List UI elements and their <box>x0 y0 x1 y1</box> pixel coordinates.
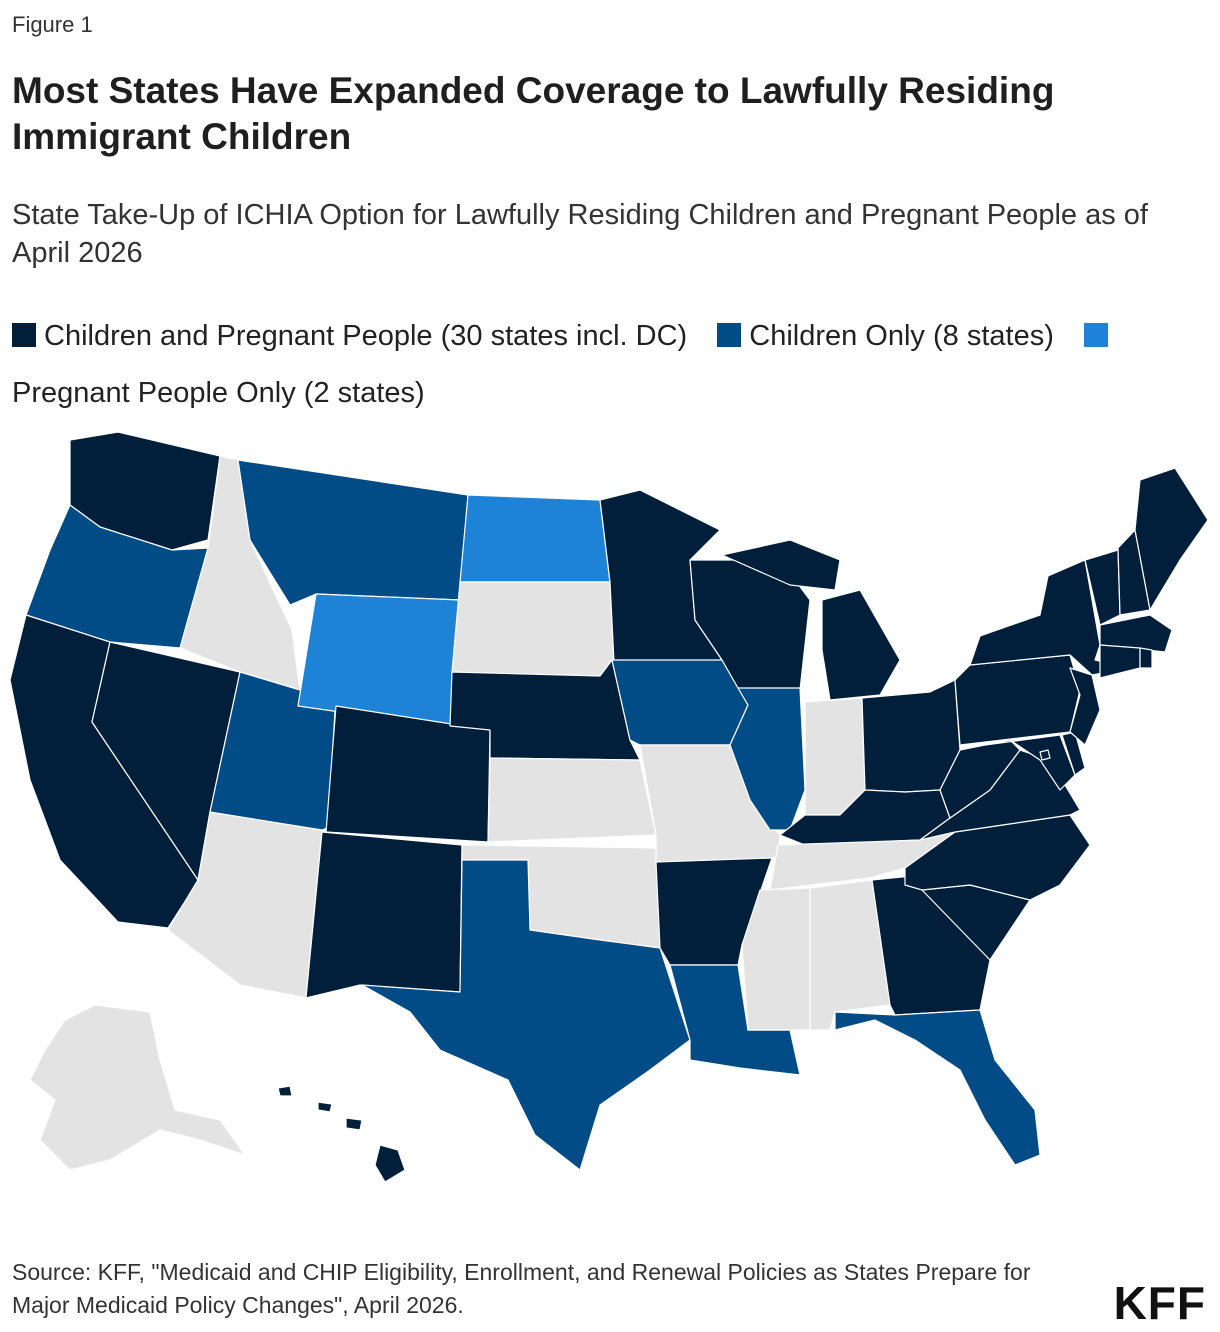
state-hi[interactable] <box>277 1085 406 1183</box>
us-state-map <box>9 431 1209 1183</box>
state-fl[interactable] <box>834 1009 1041 1166</box>
legend-item-pregnant: Pregnant People Only (2 states) <box>12 320 1116 409</box>
legend-swatch-both <box>12 323 36 347</box>
chart-title: Most States Have Expanded Coverage to La… <box>12 70 1055 157</box>
state-mt[interactable] <box>237 459 469 606</box>
state-ia[interactable] <box>611 659 749 746</box>
state-nd[interactable] <box>459 494 611 583</box>
state-la[interactable] <box>669 964 801 1076</box>
legend-label-pregnant: Pregnant People Only (2 states) <box>12 377 425 409</box>
state-md[interactable] <box>984 734 1076 791</box>
chart-subtitle: State Take-Up of ICHIA Option for Lawful… <box>12 199 1148 269</box>
state-mi[interactable] <box>721 539 901 701</box>
state-tx[interactable] <box>361 859 691 1171</box>
state-ks[interactable] <box>487 757 657 843</box>
legend-swatch-pregnant <box>1083 323 1108 347</box>
legend-swatch-children <box>717 323 742 347</box>
legend-label-children: Children Only (8 states) <box>749 320 1054 352</box>
source-note: Source: KFF, "Medicaid and CHIP Eligibil… <box>12 1259 1031 1318</box>
state-dc[interactable] <box>1039 749 1051 761</box>
state-ak[interactable] <box>29 1004 246 1171</box>
legend-label-both: Children and Pregnant People (30 states … <box>44 320 688 352</box>
legend-item-children: Children Only (8 states) <box>717 320 1054 352</box>
kff-logo: KFF <box>1113 1277 1206 1329</box>
figure-number: Figure 1 <box>12 12 93 37</box>
state-il[interactable] <box>729 687 806 831</box>
state-wv[interactable] <box>939 739 1021 819</box>
state-nm[interactable] <box>305 831 463 999</box>
state-pa[interactable] <box>954 654 1081 746</box>
legend-item-both: Children and Pregnant People (30 states … <box>12 320 687 352</box>
state-in[interactable] <box>804 697 866 816</box>
legend: Children and Pregnant People (30 states … <box>12 308 1192 422</box>
state-ct[interactable] <box>1099 644 1141 679</box>
state-me[interactable] <box>1134 467 1209 611</box>
state-oh[interactable] <box>861 679 961 793</box>
state-ri[interactable] <box>1139 647 1153 669</box>
state-ma[interactable] <box>1099 614 1173 653</box>
state-wy[interactable] <box>297 593 461 729</box>
